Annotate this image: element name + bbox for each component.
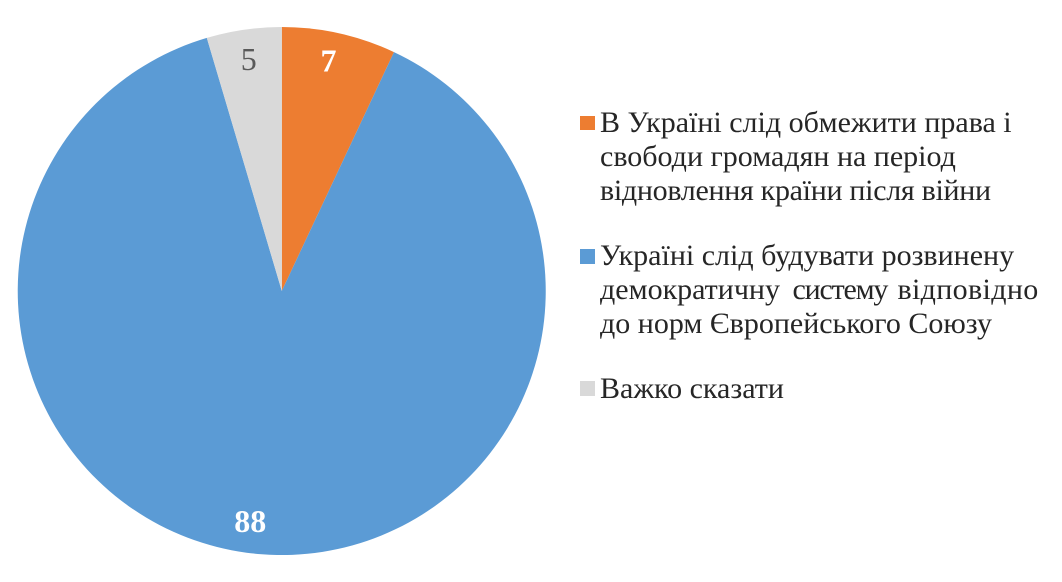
svg-text:88: 88 [234, 503, 266, 539]
svg-text:7: 7 [321, 43, 337, 79]
svg-text:5: 5 [241, 41, 257, 77]
